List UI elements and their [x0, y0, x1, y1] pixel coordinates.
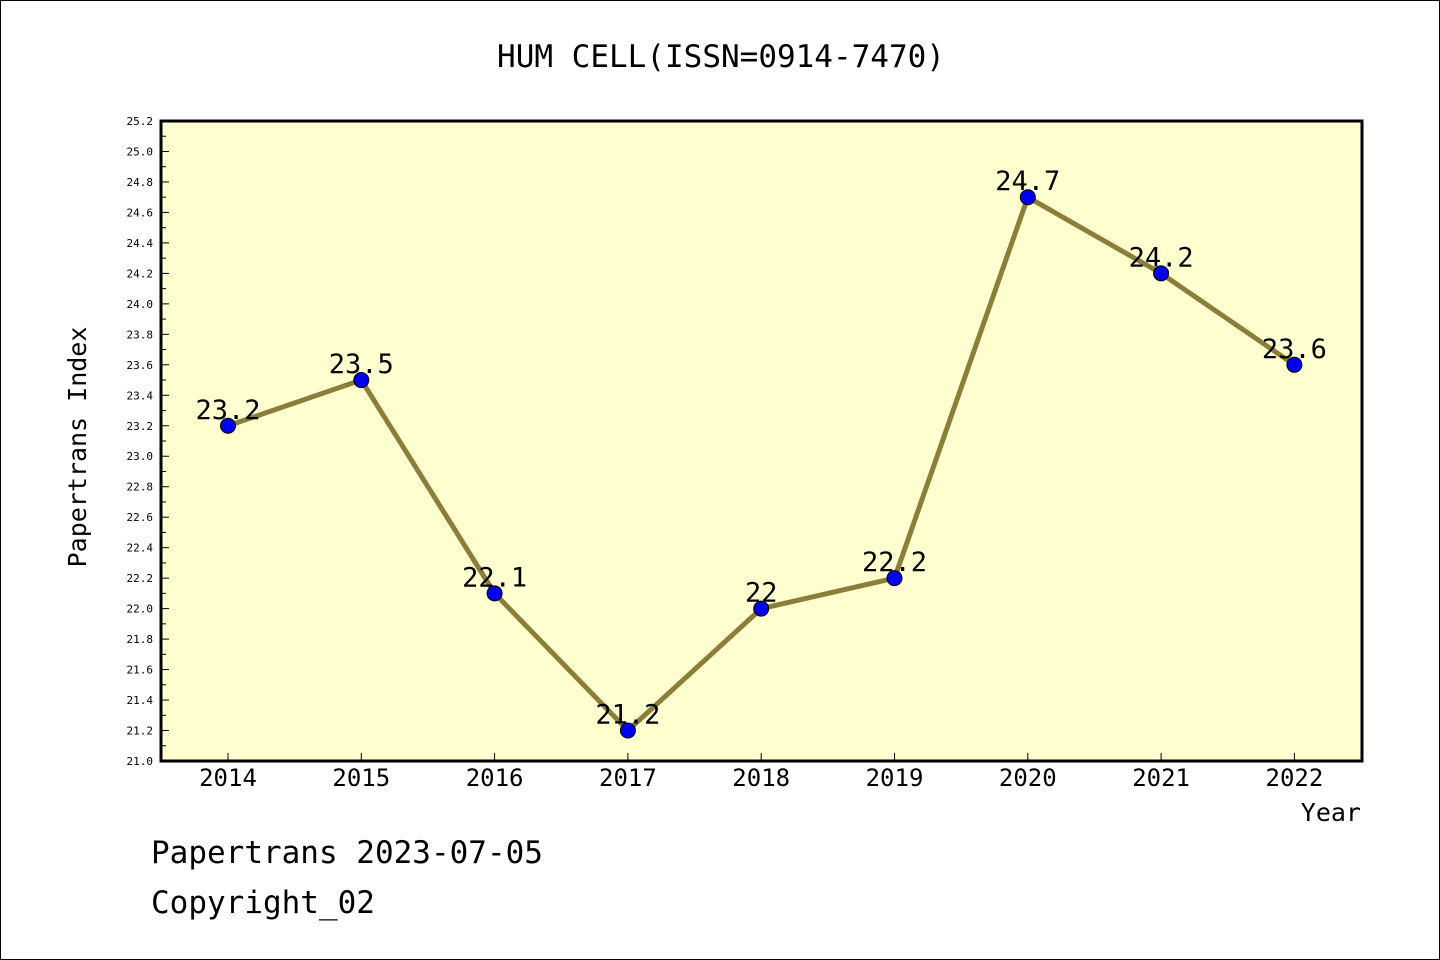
data-point [353, 372, 370, 389]
y-tick-label: 24.6 [127, 206, 154, 219]
footer-date: Papertrans 2023-07-05 [151, 835, 543, 871]
y-tick-label: 23.6 [127, 359, 154, 372]
data-point [1019, 189, 1036, 206]
x-tick-label: 2016 [466, 764, 524, 792]
x-axis-label: Year [1301, 798, 1361, 827]
y-tick-label: 23.0 [127, 450, 154, 463]
y-tick-label: 24.8 [127, 176, 154, 189]
y-tick-label: 23.4 [127, 389, 154, 402]
y-tick-label: 24.4 [127, 237, 154, 250]
y-tick-label: 22.8 [127, 481, 154, 494]
data-point [886, 570, 903, 587]
data-point [486, 585, 503, 602]
y-axis-label: Papertrans Index [63, 327, 92, 568]
data-label: 22 [745, 578, 778, 609]
y-tick-label: 24.0 [127, 298, 154, 311]
data-point [619, 722, 636, 739]
data-point [220, 417, 236, 434]
y-tick-label: 22.6 [127, 511, 154, 524]
data-label: 22.1 [462, 562, 527, 593]
data-label: 21.2 [595, 700, 660, 731]
data-point [753, 600, 770, 617]
data-label: 23.2 [195, 395, 260, 426]
x-tick-label: 2017 [599, 764, 657, 792]
plot-area [159, 119, 1364, 763]
y-tick-label: 24.2 [127, 267, 154, 280]
y-tick-label: 22.2 [127, 572, 154, 585]
y-tick-label: 21.8 [127, 633, 154, 646]
y-tick-label: 22.0 [127, 603, 154, 616]
data-label: 24.2 [1129, 242, 1194, 273]
x-tick-label: 2014 [199, 764, 257, 792]
data-label: 23.6 [1262, 334, 1327, 365]
x-tick-label: 2019 [866, 764, 924, 792]
footer-copyright: Copyright_02 [151, 885, 375, 921]
x-tick-label: 2021 [1132, 764, 1190, 792]
y-axis: 21.0 21.2 21.4 21.6 21.8 22.0 22.2 22.4 22.6 22.8… [127, 115, 169, 768]
data-label: 24.7 [995, 166, 1060, 197]
x-tick-label: 2022 [1266, 764, 1324, 792]
x-tick-label: 2018 [732, 764, 790, 792]
y-tick-label: 22.4 [127, 542, 154, 555]
data-point [1286, 356, 1303, 373]
data-label: 22.2 [862, 547, 927, 578]
x-tick-label: 2020 [999, 764, 1057, 792]
chart-title: HUM CELL(ISSN=0914-7470) [497, 39, 945, 75]
y-tick-label: 25.2 [127, 115, 154, 128]
y-tick-label: 21.0 [127, 755, 154, 768]
data-point [1153, 265, 1170, 282]
data-labels: 23.2 23.5 22.1 21.2 22 22.2 24.7 24.2 23.6 [195, 166, 1326, 730]
y-tick-label: 23.2 [127, 420, 154, 433]
y-tick-label: 21.6 [127, 664, 154, 677]
y-tick-label: 21.4 [127, 694, 154, 707]
x-axis: 2014 2015 2016 2017 2018 2019 2020 2021 2022 [199, 753, 1323, 792]
data-markers [220, 189, 1303, 739]
x-tick-label: 2015 [332, 764, 390, 792]
y-tick-label: 23.8 [127, 328, 154, 341]
y-tick-label: 21.2 [127, 725, 154, 738]
data-label: 23.5 [329, 349, 394, 380]
y-tick-label: 25.0 [127, 145, 154, 158]
